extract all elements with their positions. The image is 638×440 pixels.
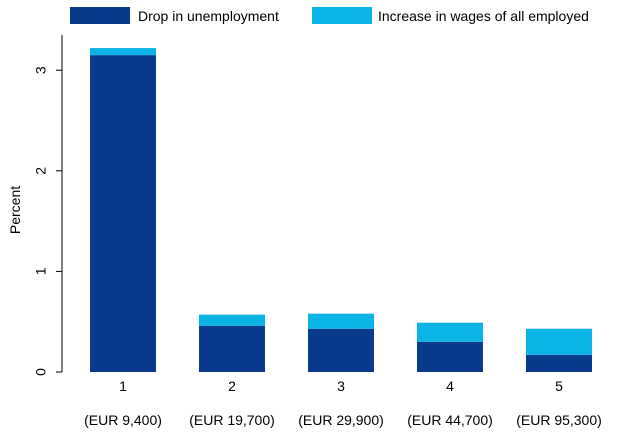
legend: Drop in unemployment Increase in wages o… (70, 7, 589, 24)
bar-segment-series1-cat3 (308, 313, 374, 329)
legend-label-drop-in-unemployment: Drop in unemployment (138, 8, 279, 24)
y-tick-label-3: 3 (33, 66, 49, 74)
legend-swatch-increase-in-wages (312, 7, 372, 24)
x-axis-tick-labels: 1 (EUR 9,400) 2 (EUR 19,700) 3 (EUR 29,900) 4 (… (84, 378, 602, 428)
y-tick-label-0: 0 (33, 368, 49, 376)
legend-swatch-drop-in-unemployment (70, 7, 130, 24)
legend-label-increase-in-wages: Increase in wages of all employed (378, 8, 589, 24)
x-tick-sublabel-2: (EUR 19,700) (189, 412, 275, 428)
bar-segment-series0-cat2 (199, 325, 265, 372)
x-tick-sublabel-5: (EUR 95,300) (516, 412, 602, 428)
y-axis-title: Percent (7, 186, 23, 234)
bar-segment-series0-cat3 (308, 328, 374, 372)
bar-segment-series1-cat2 (199, 314, 265, 326)
y-tick-label-2: 2 (33, 167, 49, 175)
x-tick-sublabel-1: (EUR 9,400) (84, 412, 162, 428)
bars (90, 48, 592, 372)
y-tick-label-1: 1 (33, 267, 49, 275)
x-tick-label-1: 1 (119, 378, 127, 394)
x-tick-label-4: 4 (446, 378, 454, 394)
bar-segment-series0-cat1 (90, 55, 156, 372)
y-axis-ticks: 0 1 2 3 (33, 66, 62, 376)
bar-segment-series1-cat4 (417, 322, 483, 342)
x-tick-sublabel-4: (EUR 44,700) (407, 412, 493, 428)
x-tick-sublabel-3: (EUR 29,900) (298, 412, 384, 428)
bar-segment-series1-cat1 (90, 48, 156, 56)
bar-segment-series1-cat5 (526, 328, 592, 355)
x-tick-label-3: 3 (337, 378, 345, 394)
x-tick-label-5: 5 (555, 378, 563, 394)
bar-segment-series0-cat5 (526, 354, 592, 372)
x-tick-label-2: 2 (228, 378, 236, 394)
bar-segment-series0-cat4 (417, 341, 483, 372)
